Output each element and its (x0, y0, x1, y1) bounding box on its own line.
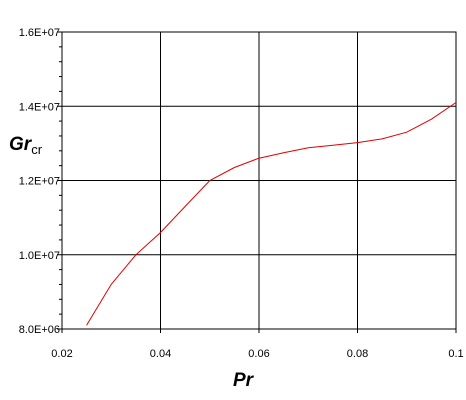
y-axis-title-main: Gr (9, 134, 33, 155)
x-tick-label: 0.06 (248, 348, 269, 360)
y-tick-label: 1.4E+07 (19, 101, 60, 113)
x-tick-label: 0.1 (448, 348, 463, 360)
gridlines (62, 32, 456, 329)
x-tick-label: 0.02 (51, 348, 72, 360)
series-line (86, 102, 457, 326)
x-tick-label: 0.04 (150, 348, 171, 360)
y-axis-title: Grcr (9, 134, 43, 157)
y-tick-label: 1.2E+07 (19, 176, 60, 188)
y-tick-labels: 8.0E+06 1.0E+07 1.2E+07 1.4E+07 1.6E+07 (19, 27, 60, 336)
y-tick-label: 8.0E+06 (19, 324, 60, 336)
y-tick-label: 1.6E+07 (19, 27, 60, 39)
y-tick-label: 1.0E+07 (19, 250, 60, 262)
x-axis-title: Pr (233, 370, 255, 391)
minor-ticks (57, 31, 457, 333)
x-tick-label: 0.08 (347, 348, 368, 360)
y-axis-title-subscript: cr (31, 142, 43, 157)
x-tick-labels: 0.02 0.04 0.06 0.08 0.1 (51, 348, 463, 360)
